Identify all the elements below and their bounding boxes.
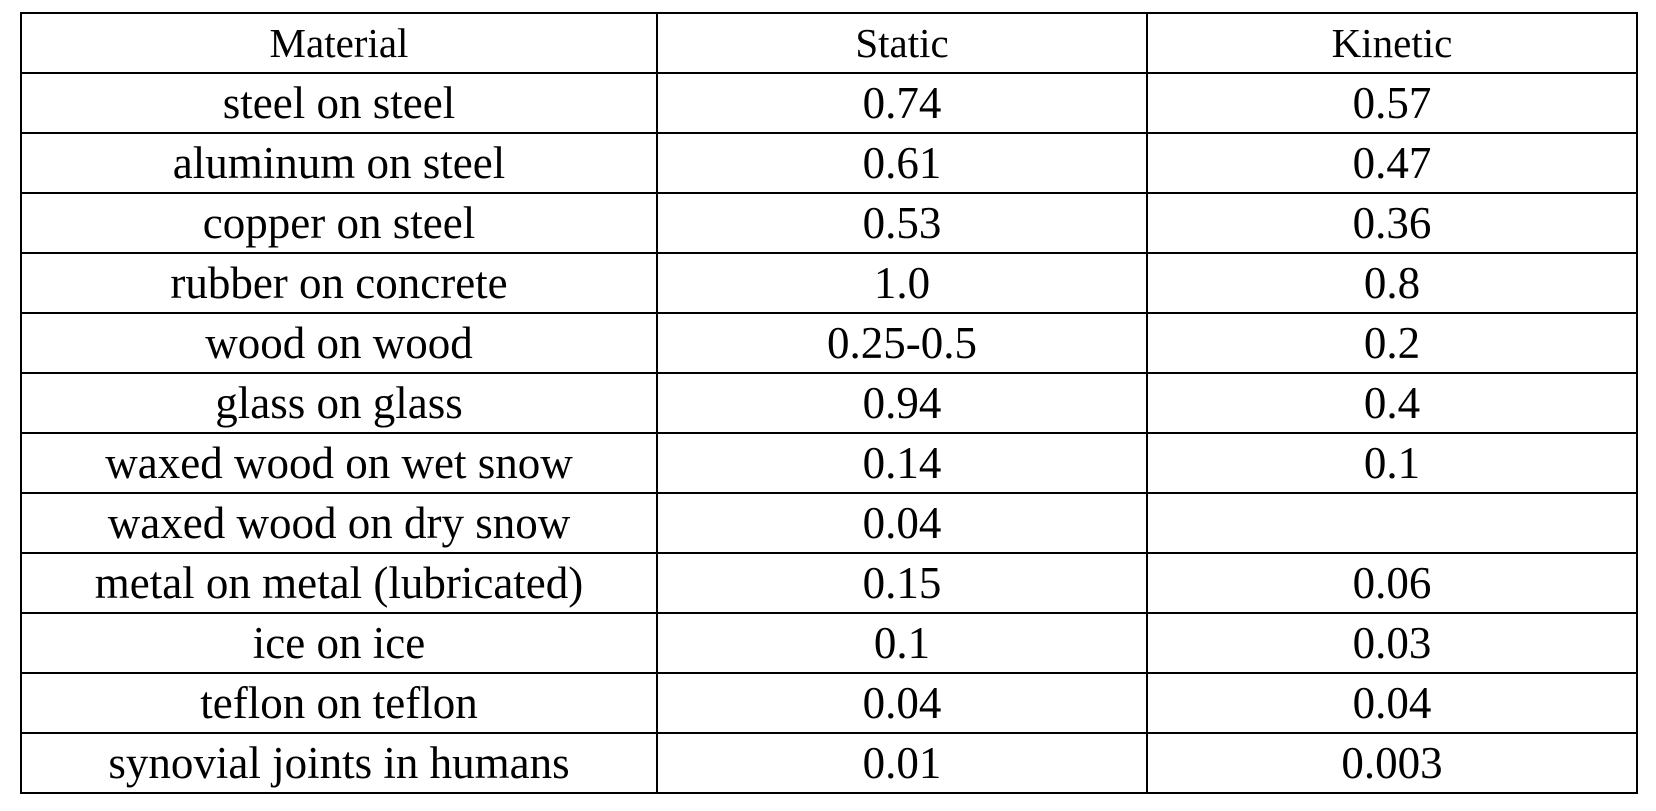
table-row: waxed wood on dry snow 0.04 — [20, 492, 1638, 554]
table-cell: synovial joints in humans — [20, 732, 658, 794]
table-row: glass on glass 0.94 0.4 — [20, 372, 1638, 434]
table-cell: steel on steel — [20, 72, 658, 134]
table-cell: 0.04 — [656, 492, 1148, 554]
table-cell: wood on wood — [20, 312, 658, 374]
header-cell: Material — [20, 12, 658, 74]
table-row: waxed wood on wet snow 0.14 0.1 — [20, 432, 1638, 494]
table-row: steel on steel 0.74 0.57 — [20, 72, 1638, 134]
table-cell: 0.4 — [1146, 372, 1638, 434]
header-row: Material Static Kinetic — [20, 12, 1638, 74]
table-cell: 0.1 — [1146, 432, 1638, 494]
table-row: metal on metal (lubricated) 0.15 0.06 — [20, 552, 1638, 614]
table-cell: ice on ice — [20, 612, 658, 674]
table-cell: 0.14 — [656, 432, 1148, 494]
table-cell: aluminum on steel — [20, 132, 658, 194]
table-cell: teflon on teflon — [20, 672, 658, 734]
table-cell: 0.04 — [1146, 672, 1638, 734]
table-cell: glass on glass — [20, 372, 658, 434]
table-cell: 0.94 — [656, 372, 1148, 434]
friction-table: Material Static Kinetic steel on steel 0.74… — [20, 12, 1638, 794]
table-cell: 1.0 — [656, 252, 1148, 314]
table-cell: 0.01 — [656, 732, 1148, 794]
table-row: rubber on concrete 1.0 0.8 — [20, 252, 1638, 314]
table-cell: 0.03 — [1146, 612, 1638, 674]
table-row: wood on wood 0.25-0.5 0.2 — [20, 312, 1638, 374]
table-cell: 0.8 — [1146, 252, 1638, 314]
table-cell: 0.06 — [1146, 552, 1638, 614]
table-cell: 0.57 — [1146, 72, 1638, 134]
table-cell: rubber on concrete — [20, 252, 658, 314]
header-cell: Kinetic — [1146, 12, 1638, 74]
table-cell: 0.1 — [656, 612, 1148, 674]
table-body: steel on steel 0.74 0.57 aluminum on steel 0… — [20, 72, 1638, 794]
table-row: teflon on teflon 0.04 0.04 — [20, 672, 1638, 734]
table-cell: 0.2 — [1146, 312, 1638, 374]
table-cell: copper on steel — [20, 192, 658, 254]
table-row: synovial joints in humans 0.01 0.003 — [20, 732, 1638, 794]
table-cell: 0.003 — [1146, 732, 1638, 794]
header-cell: Static — [656, 12, 1148, 74]
table-cell: 0.61 — [656, 132, 1148, 194]
table-cell: waxed wood on wet snow — [20, 432, 658, 494]
empty-cell — [1146, 492, 1638, 554]
table-cell: waxed wood on dry snow — [20, 492, 658, 554]
table-cell: metal on metal (lubricated) — [20, 552, 658, 614]
table-row: aluminum on steel 0.61 0.47 — [20, 132, 1638, 194]
table-cell: 0.53 — [656, 192, 1148, 254]
table-cell: 0.25-0.5 — [656, 312, 1148, 374]
table-cell: 0.36 — [1146, 192, 1638, 254]
table-cell: 0.47 — [1146, 132, 1638, 194]
table-cell: 0.04 — [656, 672, 1148, 734]
table-row: copper on steel 0.53 0.36 — [20, 192, 1638, 254]
table-row: ice on ice 0.1 0.03 — [20, 612, 1638, 674]
table-container: Material Static Kinetic steel on steel 0.74… — [20, 12, 1638, 794]
table-cell: 0.15 — [656, 552, 1148, 614]
table-header: Material Static Kinetic — [20, 12, 1638, 74]
table-cell: 0.74 — [656, 72, 1148, 134]
